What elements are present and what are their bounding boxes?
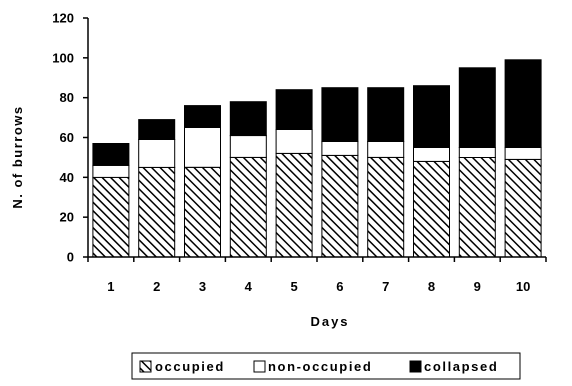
legend-label-non-occupied: non-occupied bbox=[268, 359, 372, 374]
x-tick-label: 9 bbox=[474, 279, 481, 294]
x-tick-label: 8 bbox=[428, 279, 435, 294]
x-axis-title: Days bbox=[310, 314, 349, 329]
bar-collapsed-day-5 bbox=[275, 89, 313, 130]
bar-collapsed-day-10 bbox=[504, 59, 542, 148]
legend: occupied non-occupied collapsed bbox=[131, 352, 521, 380]
bar-non-occupied-day-6 bbox=[321, 141, 359, 156]
legend-label-occupied: occupied bbox=[155, 359, 225, 374]
x-axis: 1 2 3 4 5 6 7 8 9 10 bbox=[87, 256, 547, 294]
bar-non-occupied-day-7 bbox=[367, 141, 405, 158]
bar-occupied-day-6 bbox=[321, 154, 359, 258]
bar-collapsed-day-8 bbox=[413, 85, 450, 148]
legend-label-collapsed: collapsed bbox=[424, 359, 498, 374]
bar-occupied-day-1 bbox=[92, 176, 130, 258]
legend-swatch-non-occupied bbox=[253, 360, 266, 373]
bar-collapsed-day-4 bbox=[229, 101, 267, 137]
bar-occupied-day-5 bbox=[275, 152, 313, 258]
bars-group bbox=[92, 59, 542, 258]
legend-swatch-occupied bbox=[139, 360, 152, 373]
x-tick-label: 3 bbox=[199, 279, 206, 294]
bar-non-occupied-day-4 bbox=[229, 135, 267, 158]
bar-non-occupied-day-8 bbox=[413, 147, 450, 162]
bar-non-occupied-day-1 bbox=[92, 164, 130, 178]
bar-occupied-day-8 bbox=[413, 160, 450, 258]
bar-collapsed-day-6 bbox=[321, 87, 359, 142]
x-tick-label: 7 bbox=[382, 279, 389, 294]
bar-occupied-day-4 bbox=[229, 156, 267, 258]
y-tick-label: 100 bbox=[52, 50, 74, 65]
bar-non-occupied-day-10 bbox=[504, 147, 542, 160]
y-tick-label: 120 bbox=[52, 11, 74, 26]
x-tick-label: 6 bbox=[336, 279, 343, 294]
bar-collapsed-day-2 bbox=[138, 119, 176, 140]
legend-box bbox=[131, 352, 521, 380]
y-axis: 0 20 40 60 80 100 120 bbox=[52, 11, 89, 265]
bar-occupied-day-2 bbox=[138, 166, 176, 258]
bar-non-occupied-day-2 bbox=[138, 139, 176, 168]
y-axis-title: N. of burrows bbox=[10, 105, 25, 208]
bar-occupied-day-3 bbox=[184, 166, 221, 258]
y-tick-label: 20 bbox=[60, 210, 74, 225]
bar-occupied-day-10 bbox=[504, 158, 542, 258]
y-tick-label: 60 bbox=[60, 130, 74, 145]
y-tick-label: 40 bbox=[60, 170, 74, 185]
x-tick-label: 2 bbox=[153, 279, 160, 294]
bar-collapsed-day-1 bbox=[92, 143, 130, 166]
y-tick-label: 80 bbox=[60, 90, 74, 105]
x-tick-label: 10 bbox=[516, 279, 530, 294]
bar-occupied-day-7 bbox=[367, 156, 405, 258]
x-tick-label: 4 bbox=[245, 279, 253, 294]
bar-collapsed-day-7 bbox=[367, 87, 405, 142]
bar-non-occupied-day-5 bbox=[275, 129, 313, 154]
x-tick-label: 1 bbox=[107, 279, 114, 294]
bar-occupied-day-9 bbox=[458, 156, 496, 258]
x-tick-label: 5 bbox=[290, 279, 297, 294]
bar-non-occupied-day-9 bbox=[458, 147, 496, 158]
y-tick-label: 0 bbox=[67, 250, 74, 265]
legend-swatch-collapsed bbox=[409, 360, 422, 373]
bar-non-occupied-day-3 bbox=[184, 127, 221, 168]
bar-collapsed-day-9 bbox=[458, 67, 496, 148]
bar-collapsed-day-3 bbox=[184, 105, 221, 128]
